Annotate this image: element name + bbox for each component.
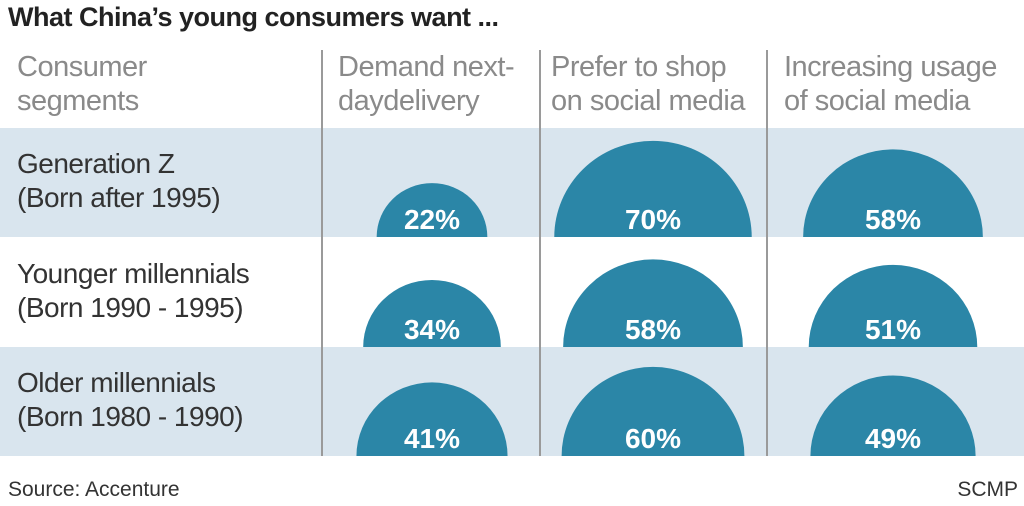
- value-label: 70%: [625, 204, 681, 235]
- value-semicircle: [376, 183, 488, 237]
- row-header-line: segments: [17, 85, 139, 117]
- value-label: 41%: [404, 423, 460, 454]
- value-semicircle: [363, 279, 501, 347]
- value-label: 58%: [625, 314, 681, 345]
- column-divider: [766, 50, 768, 456]
- value-semicircle: [563, 259, 743, 347]
- value-semicircle: [554, 140, 752, 237]
- value-semicircle: [810, 375, 976, 456]
- row-label-line: Generation Z: [17, 148, 175, 179]
- value-semicircle: [561, 366, 745, 456]
- column-divider: [321, 50, 323, 456]
- column-header-line: Prefer to shop: [551, 51, 727, 83]
- value-label: 51%: [865, 314, 921, 345]
- column-divider: [539, 50, 541, 456]
- column-header-line: Increasing usage: [784, 51, 997, 83]
- chart-title: What China’s young consumers want ...: [8, 2, 499, 32]
- column-header-1: Demand next- daydelivery: [338, 50, 515, 118]
- row-label-line: (Born 1980 - 1990): [17, 401, 244, 432]
- source-note: Source: Accenture: [8, 478, 180, 501]
- value-label: 49%: [865, 423, 921, 454]
- column-header-line: daydelivery: [338, 85, 480, 117]
- value-semicircle: [356, 382, 508, 456]
- row-label-line: (Born 1990 - 1995): [17, 292, 244, 323]
- value-label: 58%: [865, 204, 921, 235]
- row-label-line: (Born after 1995): [17, 182, 221, 213]
- credit: SCMP: [957, 478, 1018, 501]
- value-semicircle: [808, 264, 978, 347]
- column-header-3: Increasing usage of social media: [784, 50, 997, 118]
- value-semicircle: [803, 149, 983, 237]
- value-label: 34%: [404, 314, 460, 345]
- row-label-3: Older millennials (Born 1980 - 1990): [17, 366, 244, 434]
- value-label: 22%: [404, 204, 460, 235]
- column-header-line: of social media: [784, 85, 970, 117]
- row-label-1: Generation Z (Born after 1995): [17, 147, 221, 215]
- row-header-line: Consumer: [17, 51, 147, 83]
- row-label-2: Younger millennials (Born 1990 - 1995): [17, 257, 250, 325]
- row-label-line: Younger millennials: [17, 258, 250, 289]
- column-header-line: Demand next-: [338, 51, 515, 83]
- value-label: 60%: [625, 423, 681, 454]
- column-header-line: on social media: [551, 85, 746, 117]
- row-label-line: Older millennials: [17, 367, 216, 398]
- column-header-2: Prefer to shop on social media: [551, 50, 746, 118]
- row-header: Consumer segments: [17, 50, 147, 118]
